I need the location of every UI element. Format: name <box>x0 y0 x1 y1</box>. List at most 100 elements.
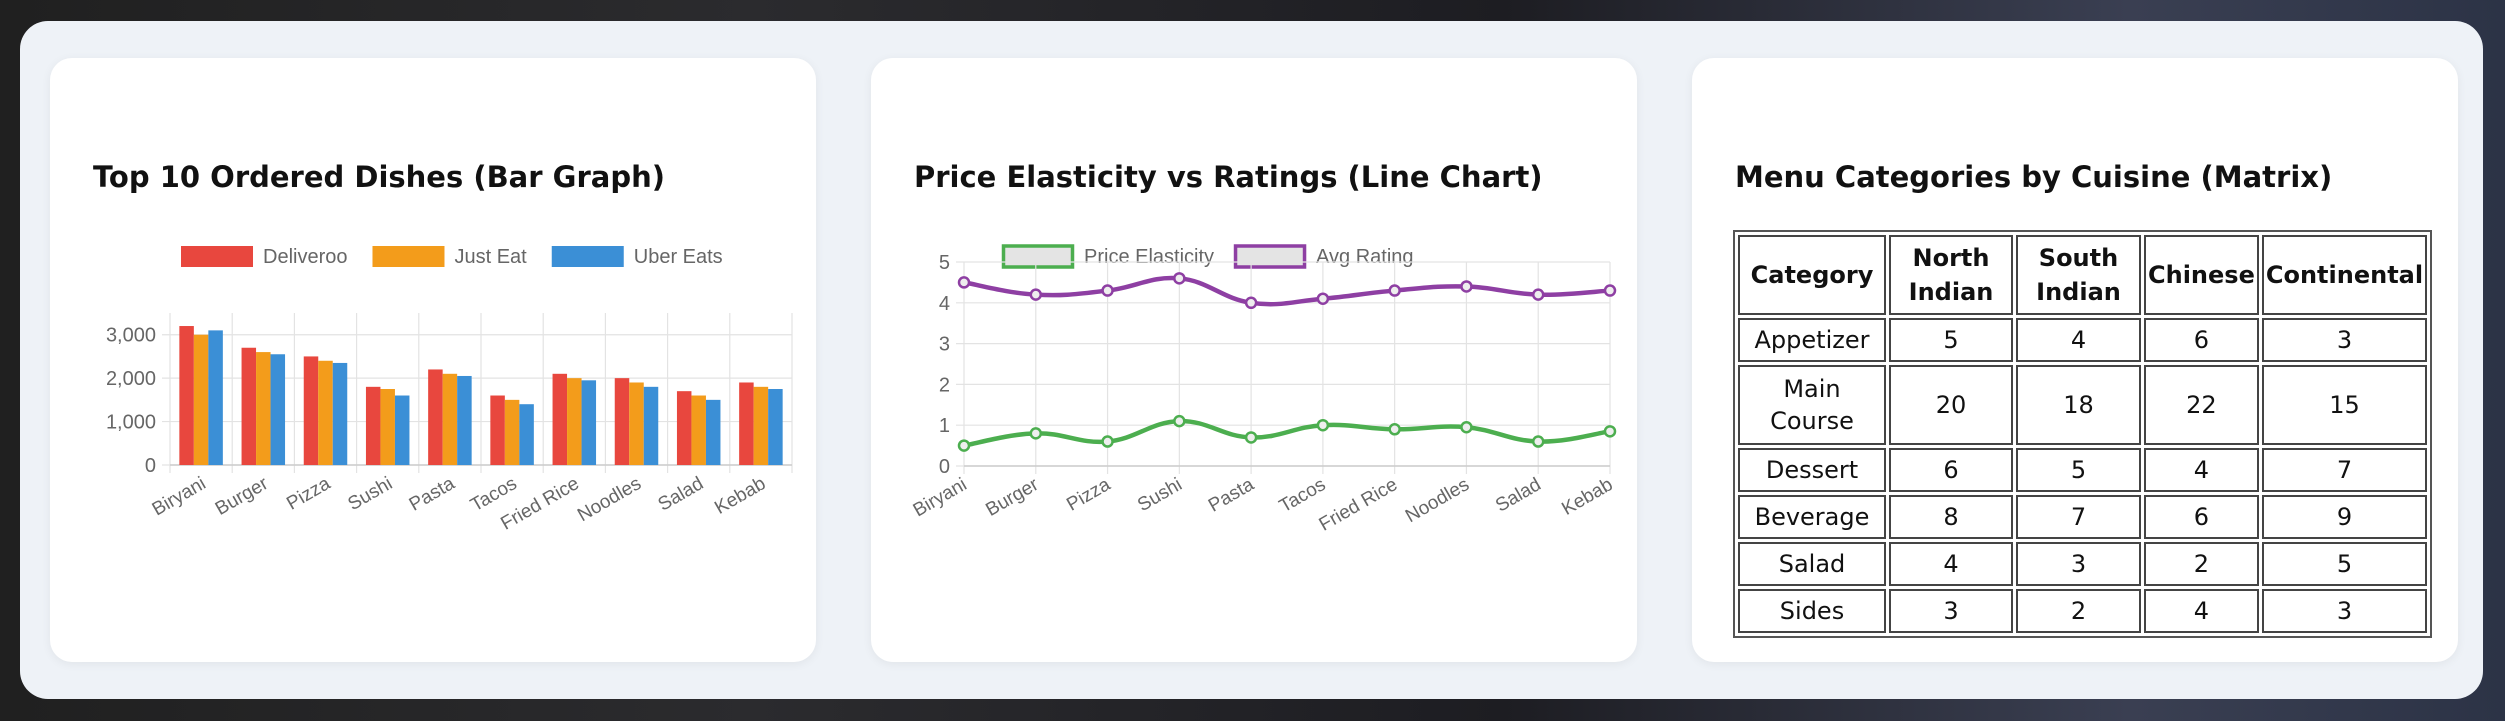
y-tick-label: 3,000 <box>106 325 156 347</box>
matrix-cell: 7 <box>2261 448 2428 492</box>
legend-label: Just Eat <box>454 246 527 268</box>
legend-label: Avg Rating <box>1316 246 1413 268</box>
y-tick-label: 1 <box>939 415 950 437</box>
matrix-cell: Beverage <box>1738 495 1886 539</box>
y-tick-label: 1,000 <box>106 412 156 434</box>
data-point <box>1029 288 1043 301</box>
matrix-cell: 7 <box>2016 495 2141 539</box>
bar <box>318 360 333 465</box>
y-tick-label: 0 <box>145 455 156 477</box>
line-chart-title: Price Elasticity vs Ratings (Line Chart) <box>914 160 1543 194</box>
matrix-cell: 3 <box>2261 589 2428 633</box>
legend-label: Price Elasticity <box>1084 246 1214 268</box>
bar <box>303 356 319 465</box>
y-tick-label: 2 <box>939 374 950 396</box>
x-tick-label: Pizza <box>1063 474 1114 516</box>
matrix-cell: 8 <box>1889 495 2013 539</box>
matrix-cell: Salad <box>1738 542 1886 586</box>
bar <box>442 373 458 465</box>
bar <box>567 378 582 465</box>
data-point <box>1531 435 1545 448</box>
y-tick-label: 0 <box>939 456 950 478</box>
matrix-row: Beverage 8 7 6 9 <box>1738 495 2428 539</box>
bar <box>270 354 286 465</box>
x-tick-label: Noodles <box>1402 474 1473 527</box>
bar-chart-title: Top 10 Ordered Dishes (Bar Graph) <box>93 160 665 194</box>
x-tick-label: Pizza <box>283 473 334 515</box>
dashboard-panel: Top 10 Ordered Dishes (Bar Graph) Delive… <box>20 21 2483 699</box>
bar <box>753 386 769 465</box>
y-tick-label: 2,000 <box>106 368 156 390</box>
x-tick-label: Sushi <box>345 473 397 515</box>
bar <box>614 378 630 465</box>
matrix-cell: 15 <box>2261 365 2428 445</box>
data-point <box>1388 423 1401 436</box>
legend-swatch <box>1001 244 1075 269</box>
matrix-cell: 5 <box>2261 542 2428 586</box>
legend-label: Deliveroo <box>263 246 347 268</box>
x-tick-label: Fried Rice <box>1316 474 1401 535</box>
bar <box>490 395 505 465</box>
x-tick-label: Noodles <box>574 473 645 526</box>
data-point <box>1101 284 1114 297</box>
matrix-cell: 4 <box>2144 448 2259 492</box>
data-point <box>1460 420 1473 434</box>
matrix-header-cell: Category <box>1738 235 1886 315</box>
x-tick-label: Salad <box>1492 474 1545 516</box>
line-chart: Price Elasticity Avg Rating 0 1 2 3 4 5 Biryani B… <box>910 244 1617 536</box>
bar <box>691 395 706 465</box>
bar <box>179 326 194 465</box>
bar <box>256 352 271 465</box>
matrix-cell: 4 <box>1889 542 2013 586</box>
matrix-cell: 6 <box>1889 448 2013 492</box>
matrix-header-cell: Chinese <box>2144 235 2259 315</box>
bar <box>380 389 395 465</box>
bar <box>643 386 659 465</box>
matrix-cell: 5 <box>1889 318 2013 362</box>
matrix-cell: 6 <box>2144 318 2259 362</box>
bar-chart: Deliveroo Just Eat Uber Eats 0 1,000 2,000 3,0… <box>106 246 793 535</box>
matrix-cell: 9 <box>2261 495 2428 539</box>
matrix-cell: 6 <box>2144 495 2259 539</box>
series-line <box>963 418 1611 448</box>
legend-swatch <box>1233 244 1307 269</box>
matrix-row: Sides 3 2 4 3 <box>1738 589 2428 633</box>
bar <box>394 395 410 465</box>
matrix-header-row: Category North Indian South Indian Chine… <box>1738 235 2428 315</box>
matrix-cell: 4 <box>2016 318 2141 362</box>
bar <box>208 330 223 465</box>
x-tick-label: Burger <box>212 473 272 520</box>
series-line <box>963 275 1611 307</box>
cuisine-matrix-table: Category North Indian South Indian Chine… <box>1733 230 2433 638</box>
legend-swatch <box>181 246 253 267</box>
bar <box>768 389 783 465</box>
legend-swatch <box>372 246 445 267</box>
y-tick-label: 5 <box>939 252 950 274</box>
y-tick-label: 4 <box>939 293 950 315</box>
matrix-row: Dessert 6 5 4 7 <box>1738 448 2428 492</box>
matrix-cell: Sides <box>1738 589 1886 633</box>
x-tick-label: Kebab <box>1558 474 1616 520</box>
x-tick-label: Pasta <box>406 473 459 516</box>
matrix-cell: 3 <box>1889 589 2013 633</box>
bar <box>193 334 209 465</box>
bar <box>581 380 597 465</box>
matrix-cell: 3 <box>2016 542 2141 586</box>
data-point <box>1316 418 1330 432</box>
bar <box>739 382 754 465</box>
matrix-cell: 22 <box>2144 365 2259 445</box>
data-point <box>1101 435 1114 448</box>
bar <box>457 375 472 465</box>
matrix-cell: Dessert <box>1738 448 1886 492</box>
matrix-cell: 4 <box>2144 589 2259 633</box>
x-tick-label: Biryani <box>149 473 210 520</box>
matrix-cell: 2 <box>2144 542 2259 586</box>
data-point <box>1173 414 1186 428</box>
bar <box>332 362 348 465</box>
bar <box>504 399 520 465</box>
bar <box>676 391 692 465</box>
matrix-header-cell: North Indian <box>1889 235 2013 315</box>
data-point <box>1460 280 1473 293</box>
line-chart-card: Price Elasticity vs Ratings (Line Chart)… <box>871 58 1637 662</box>
matrix-cell: 2 <box>2016 589 2141 633</box>
